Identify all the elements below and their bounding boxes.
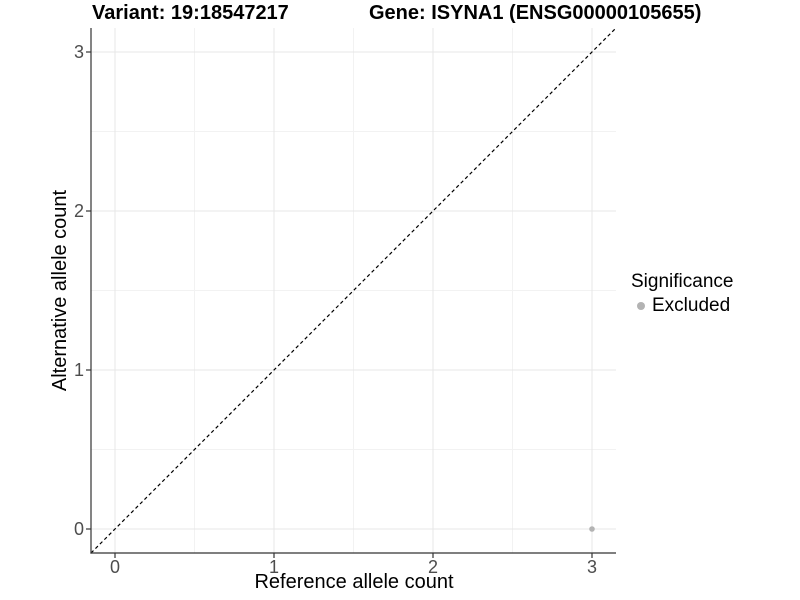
x-tick-label: 3 [586,557,597,577]
excluded-point-icon [637,302,645,310]
variant-title: Variant: 19:18547217 [92,2,289,24]
y-tick-label: 1 [73,360,84,380]
x-tick-label: 2 [427,557,438,577]
data-point-excluded [589,526,595,532]
legend: Significance Excluded [631,270,733,317]
legend-item-excluded: Excluded [631,295,733,317]
identity-dashed-line [90,27,617,554]
legend-title: Significance [631,271,734,292]
x-tick-label: 0 [109,557,120,577]
x-tick-label: 1 [268,557,279,577]
y-axis-title-container: Alternative allele count [42,28,80,553]
y-tick-label: 2 [73,201,84,221]
legend-item-label: Excluded [652,295,731,316]
y-tick-label: 0 [73,519,84,539]
x-axis-title: Reference allele count [254,571,454,593]
y-tick-label: 3 [73,42,84,62]
gene-title: Gene: ISYNA1 (ENSG00000105655) [369,2,702,24]
y-axis-title: Alternative allele count [49,189,72,392]
